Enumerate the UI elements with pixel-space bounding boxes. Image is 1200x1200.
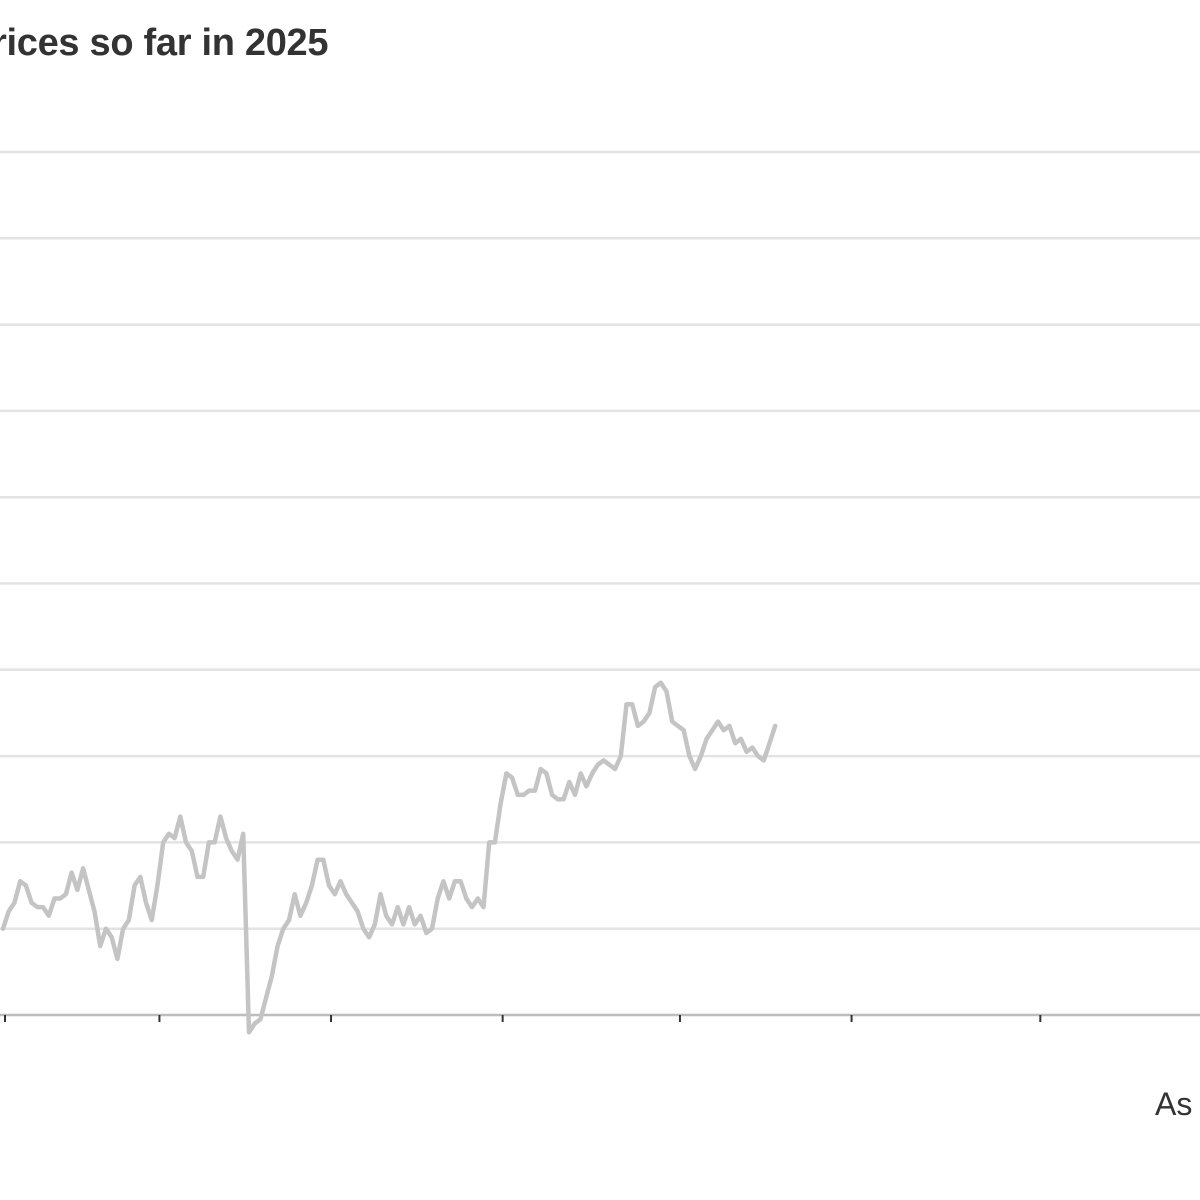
as-of-note: As o [1155, 1086, 1200, 1122]
gridlines [0, 150, 1200, 930]
series-line-0 [0, 680, 778, 1035]
x-axis [0, 1013, 1200, 1022]
series [0, 680, 778, 1035]
chart-title: rices so far in 2025 [0, 22, 329, 64]
